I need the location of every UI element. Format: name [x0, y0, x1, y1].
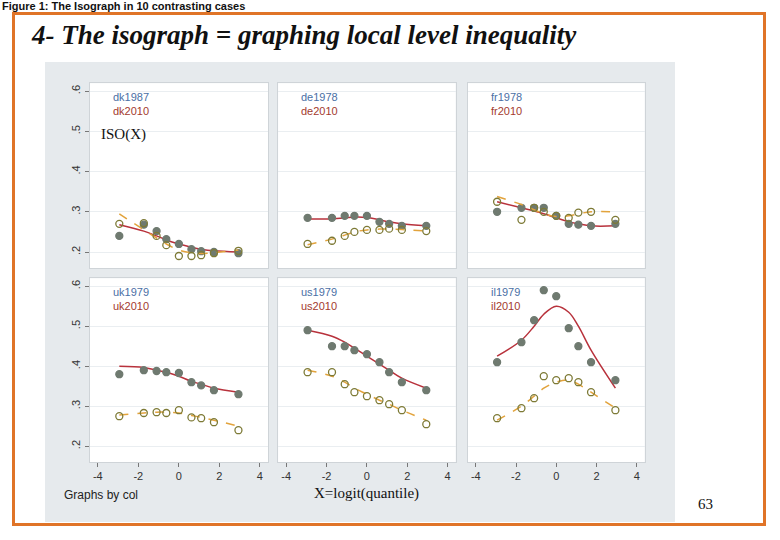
svg-text:-4: -4: [281, 470, 291, 482]
svg-text:.4: .4: [70, 360, 82, 369]
svg-text:.2: .2: [70, 246, 82, 255]
svg-text:4: 4: [445, 470, 451, 482]
svg-text:de2010: de2010: [301, 105, 338, 117]
svg-text:.6: .6: [70, 280, 82, 289]
svg-text:.2: .2: [70, 440, 82, 449]
svg-text:.4: .4: [70, 165, 82, 174]
svg-text:dk2010: dk2010: [113, 105, 149, 117]
svg-text:us2010: us2010: [301, 300, 337, 312]
svg-text:.3: .3: [70, 206, 82, 215]
svg-text:0: 0: [364, 470, 370, 482]
svg-text:0: 0: [176, 470, 182, 482]
html-text:63: 63: [698, 496, 713, 512]
svg-text:il1979: il1979: [491, 286, 520, 298]
html-text:4- The isograph = graphing loc: 4- The isograph = graphing local level i…: [32, 20, 577, 50]
svg-text:fr1978: fr1978: [491, 91, 522, 103]
html-text:Figure 1: The Isograph in 10 c: Figure 1: The Isograph in 10 contrasting…: [2, 0, 246, 12]
svg-text:fr2010: fr2010: [491, 105, 522, 117]
svg-text:uk2010: uk2010: [113, 300, 149, 312]
svg-text:2: 2: [216, 470, 222, 482]
svg-text:X=logit(quantile): X=logit(quantile): [314, 485, 419, 502]
svg-text:us1979: us1979: [301, 286, 337, 298]
svg-text:-4: -4: [93, 470, 103, 482]
svg-text:dk1987: dk1987: [113, 91, 149, 103]
svg-text:2: 2: [593, 470, 599, 482]
svg-text:ISO(X): ISO(X): [101, 126, 146, 143]
svg-text:il2010: il2010: [491, 300, 520, 312]
svg-text:uk1979: uk1979: [113, 286, 149, 298]
svg-text:4: 4: [257, 470, 263, 482]
svg-text:Graphs by col: Graphs by col: [64, 488, 138, 502]
svg-text:2: 2: [404, 470, 410, 482]
svg-text:.5: .5: [70, 125, 82, 134]
svg-text:0: 0: [553, 470, 559, 482]
svg-text:.5: .5: [70, 320, 82, 329]
svg-text:.3: .3: [70, 400, 82, 409]
svg-text:-2: -2: [511, 470, 521, 482]
svg-text:.6: .6: [70, 85, 82, 94]
svg-text:de1978: de1978: [301, 91, 338, 103]
svg-text:-2: -2: [133, 470, 143, 482]
svg-text:-4: -4: [471, 470, 481, 482]
svg-text:-2: -2: [322, 470, 332, 482]
svg-text:4: 4: [634, 470, 640, 482]
